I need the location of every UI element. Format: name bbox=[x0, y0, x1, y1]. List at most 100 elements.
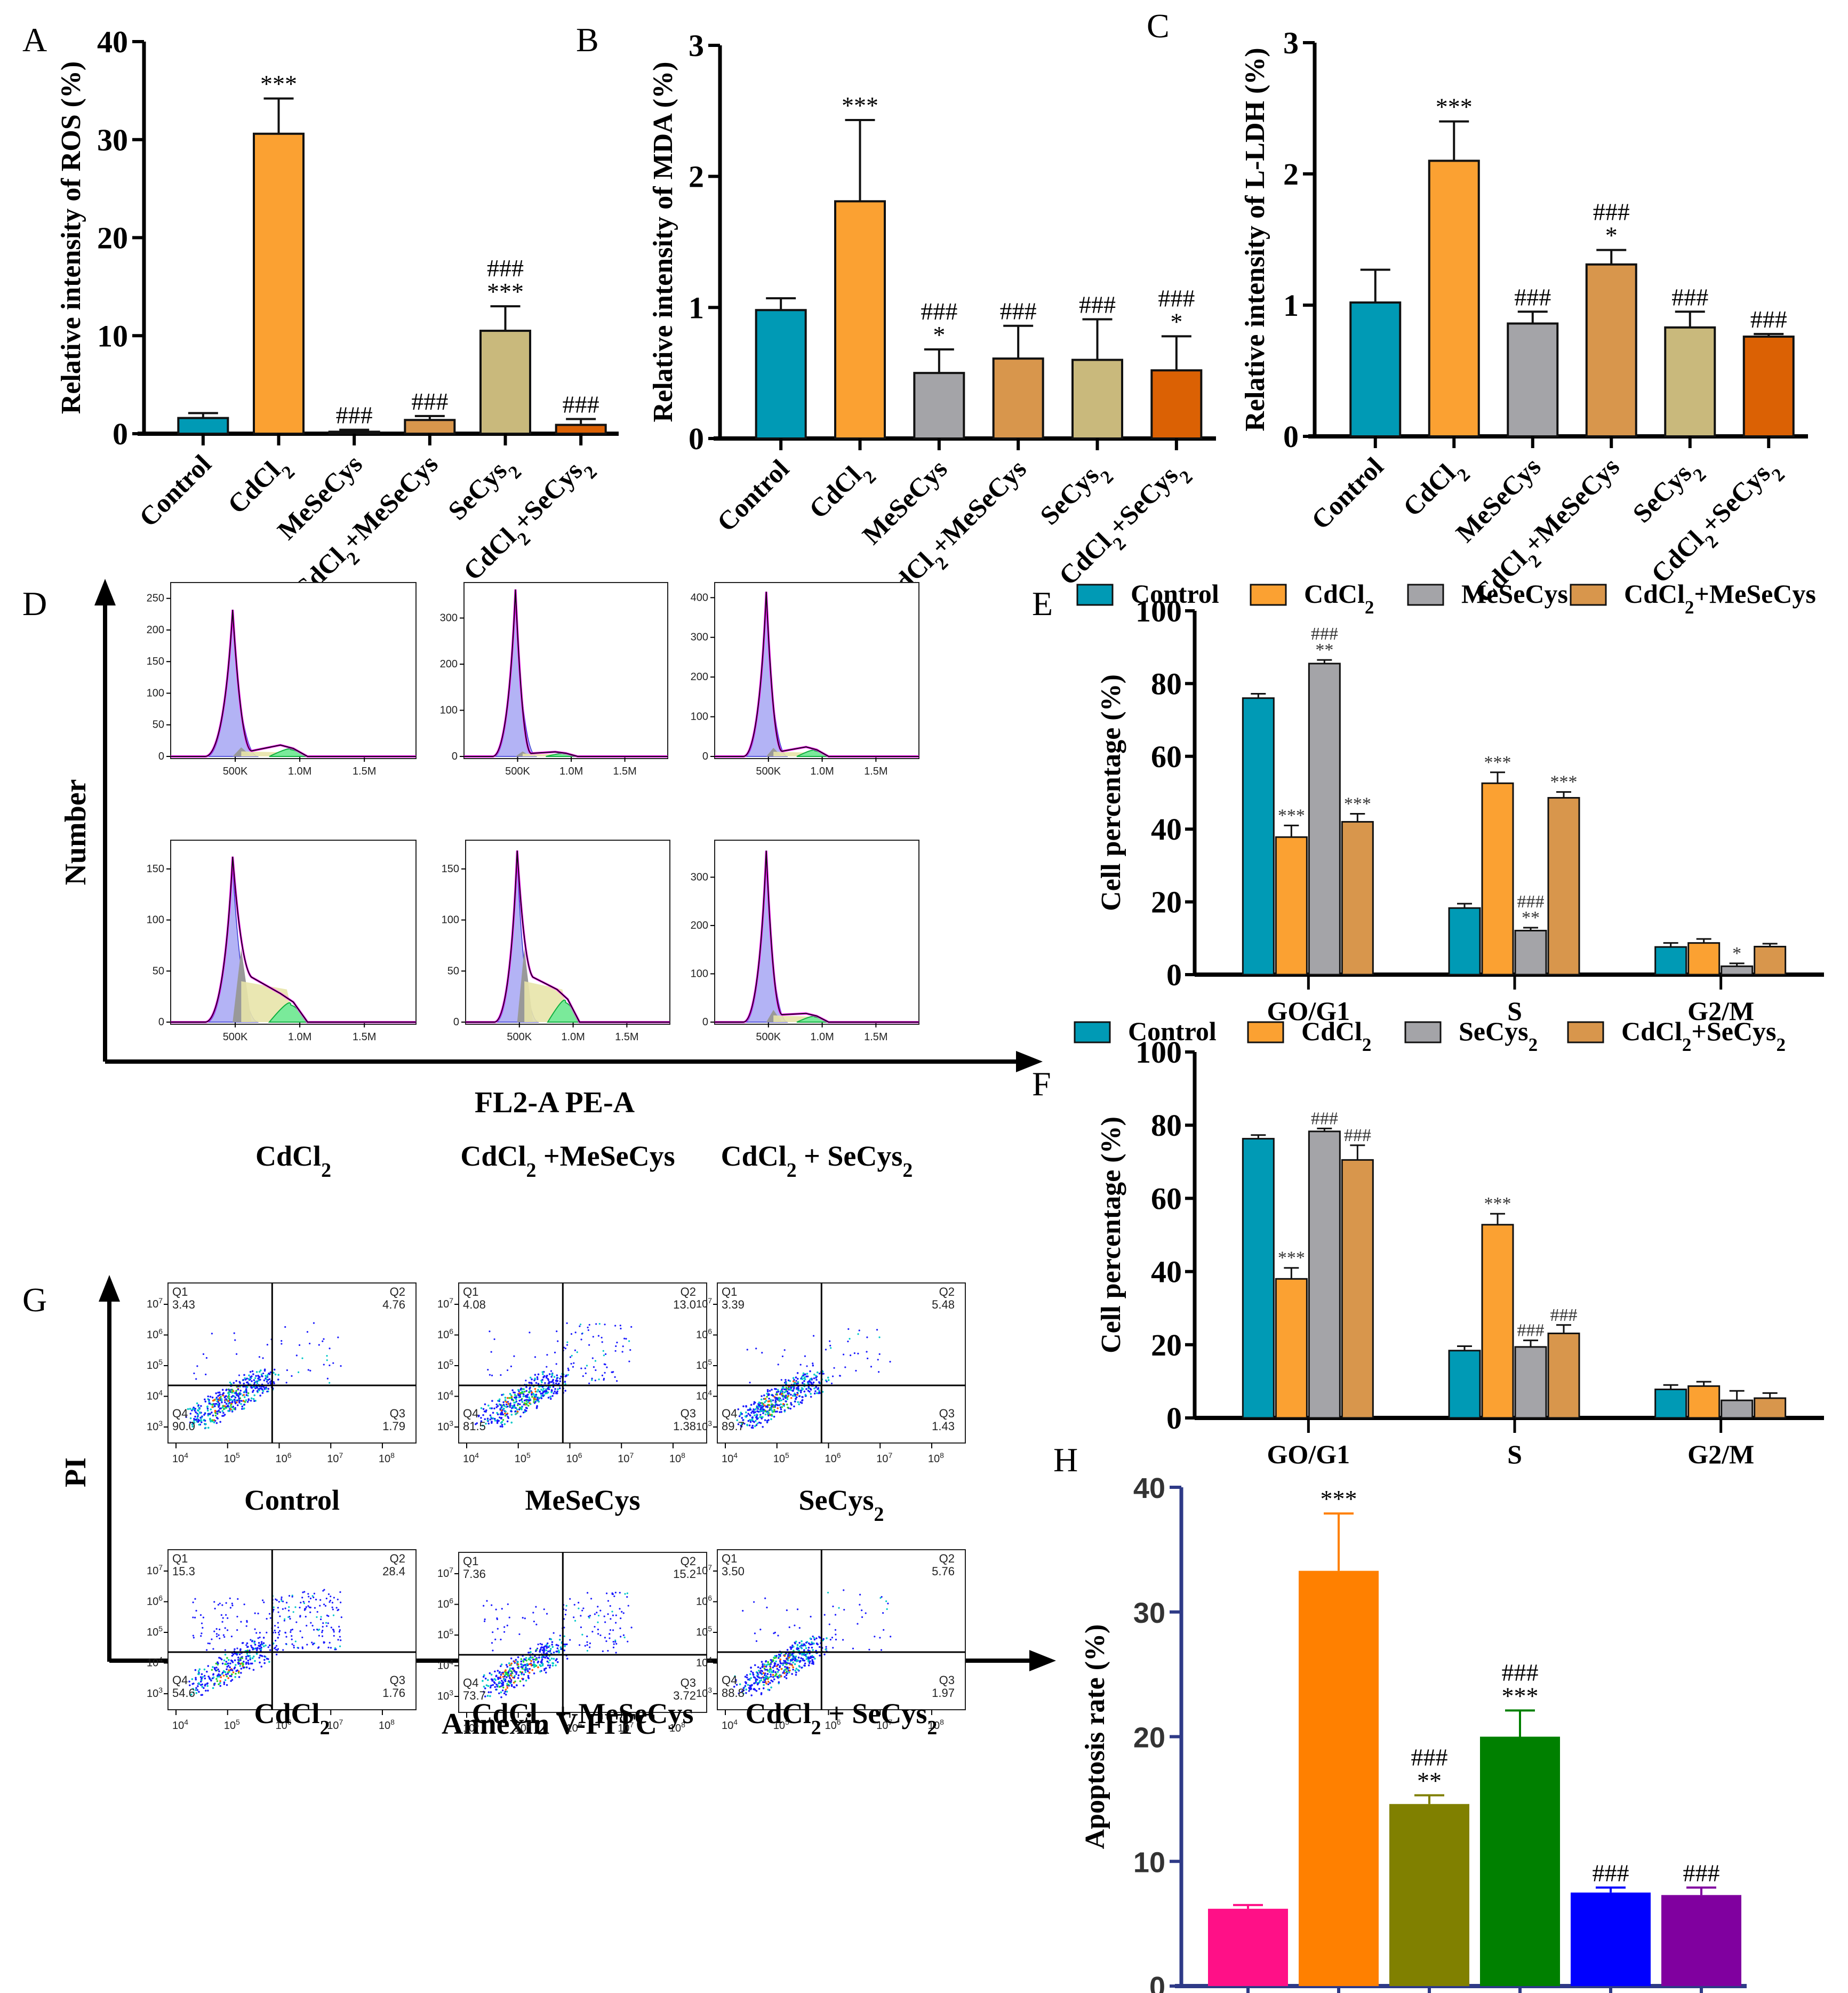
category-label: S bbox=[1507, 1439, 1522, 1469]
event-dot bbox=[578, 1607, 580, 1609]
quadrant-name: Q1 bbox=[722, 1552, 737, 1565]
event-dot bbox=[582, 1607, 585, 1609]
event-dot bbox=[231, 1654, 234, 1657]
event-dot bbox=[536, 1390, 538, 1393]
x-tick-label: 1.0M bbox=[559, 766, 583, 777]
event-dot bbox=[574, 1349, 577, 1351]
event-dot bbox=[796, 1608, 799, 1611]
event-dot bbox=[528, 1657, 530, 1660]
event-dot bbox=[613, 1595, 615, 1597]
event-dot bbox=[760, 1677, 763, 1679]
event-dot bbox=[515, 1671, 518, 1673]
event-dot bbox=[518, 1408, 521, 1410]
y-tick-label: 0 bbox=[702, 1016, 708, 1028]
event-dot bbox=[549, 1649, 551, 1652]
event-dot bbox=[734, 1675, 736, 1678]
event-dot bbox=[542, 1651, 545, 1654]
event-dot bbox=[254, 1644, 257, 1646]
event-dot bbox=[531, 1396, 533, 1398]
event-dot bbox=[781, 1387, 784, 1389]
event-dot bbox=[549, 1396, 551, 1398]
event-dot bbox=[218, 1394, 221, 1397]
event-dot bbox=[299, 1616, 301, 1618]
event-dot bbox=[215, 1392, 217, 1394]
event-dot bbox=[300, 1601, 302, 1604]
exponent: 6 bbox=[287, 1718, 292, 1726]
event-dot bbox=[476, 1422, 478, 1424]
event-dot bbox=[285, 1643, 287, 1645]
event-dot bbox=[530, 1651, 532, 1653]
event-dot bbox=[247, 1378, 250, 1380]
event-dot bbox=[766, 1396, 768, 1398]
event-dot bbox=[498, 1681, 500, 1683]
label-part: SeCys bbox=[1627, 458, 1697, 529]
significance-mark: ### bbox=[1550, 1305, 1578, 1325]
event-dot bbox=[196, 1417, 198, 1420]
quadrant-name: Q3 bbox=[390, 1407, 405, 1420]
y-tick-label: 40 bbox=[1133, 1472, 1165, 1504]
legend-swatch bbox=[1570, 584, 1607, 606]
significance-mark: ### bbox=[1671, 283, 1708, 310]
x-tick-label: 1.5M bbox=[613, 766, 636, 777]
event-dot bbox=[194, 1616, 196, 1619]
y-tick-label: 10 bbox=[97, 318, 128, 353]
event-dot bbox=[255, 1375, 257, 1377]
event-dot bbox=[770, 1659, 773, 1661]
event-dot bbox=[484, 1418, 486, 1421]
event-dot bbox=[246, 1652, 249, 1655]
event-dot bbox=[185, 1416, 187, 1418]
event-dot bbox=[571, 1354, 573, 1357]
event-dot bbox=[235, 1391, 237, 1394]
event-dot bbox=[811, 1646, 813, 1649]
event-dot bbox=[793, 1405, 795, 1408]
event-dot bbox=[557, 1388, 559, 1391]
event-dot bbox=[758, 1676, 760, 1679]
event-dot bbox=[543, 1608, 545, 1611]
x-tick-label: 1.0M bbox=[810, 766, 834, 777]
event-dot bbox=[599, 1634, 602, 1637]
legend-label: CdCl2+MeSeCys bbox=[1624, 579, 1816, 618]
event-dot bbox=[753, 1421, 755, 1423]
event-dot bbox=[528, 1399, 530, 1402]
event-dot bbox=[219, 1674, 221, 1677]
event-dot bbox=[620, 1617, 622, 1620]
event-dot bbox=[233, 1408, 235, 1410]
event-dot bbox=[207, 1675, 210, 1678]
y-tick-label: 107 bbox=[147, 1563, 163, 1577]
event-dot bbox=[750, 1404, 753, 1406]
event-dot bbox=[194, 1415, 196, 1418]
event-dot bbox=[774, 1674, 777, 1677]
event-dot bbox=[798, 1627, 801, 1629]
event-dot bbox=[253, 1394, 255, 1397]
event-dot bbox=[500, 1374, 502, 1376]
event-dot bbox=[541, 1664, 544, 1667]
event-dot bbox=[238, 1400, 241, 1402]
event-dot bbox=[809, 1643, 811, 1646]
quadrant-name: Q3 bbox=[939, 1407, 955, 1420]
event-dot bbox=[504, 1397, 507, 1399]
event-dot bbox=[550, 1391, 553, 1393]
event-dot bbox=[614, 1639, 617, 1641]
event-dot bbox=[807, 1649, 810, 1652]
event-dot bbox=[756, 1418, 758, 1420]
event-dot bbox=[782, 1664, 784, 1667]
event-dot bbox=[506, 1687, 509, 1689]
quadrant-name: Q2 bbox=[390, 1552, 405, 1565]
event-dot bbox=[838, 1607, 840, 1609]
event-dot bbox=[857, 1352, 859, 1354]
event-dot bbox=[566, 1344, 569, 1346]
event-dot bbox=[777, 1390, 780, 1393]
event-dot bbox=[269, 1382, 272, 1385]
event-dot bbox=[803, 1380, 805, 1382]
y-tick-label: 106 bbox=[696, 1594, 712, 1608]
event-dot bbox=[217, 1417, 219, 1420]
event-dot bbox=[503, 1692, 506, 1695]
event-dot bbox=[563, 1627, 565, 1629]
event-dot bbox=[792, 1389, 794, 1392]
event-dot bbox=[764, 1410, 767, 1412]
event-dot bbox=[779, 1654, 781, 1656]
event-dot bbox=[857, 1333, 859, 1335]
event-dot bbox=[749, 1408, 752, 1411]
event-dot bbox=[835, 1633, 837, 1636]
